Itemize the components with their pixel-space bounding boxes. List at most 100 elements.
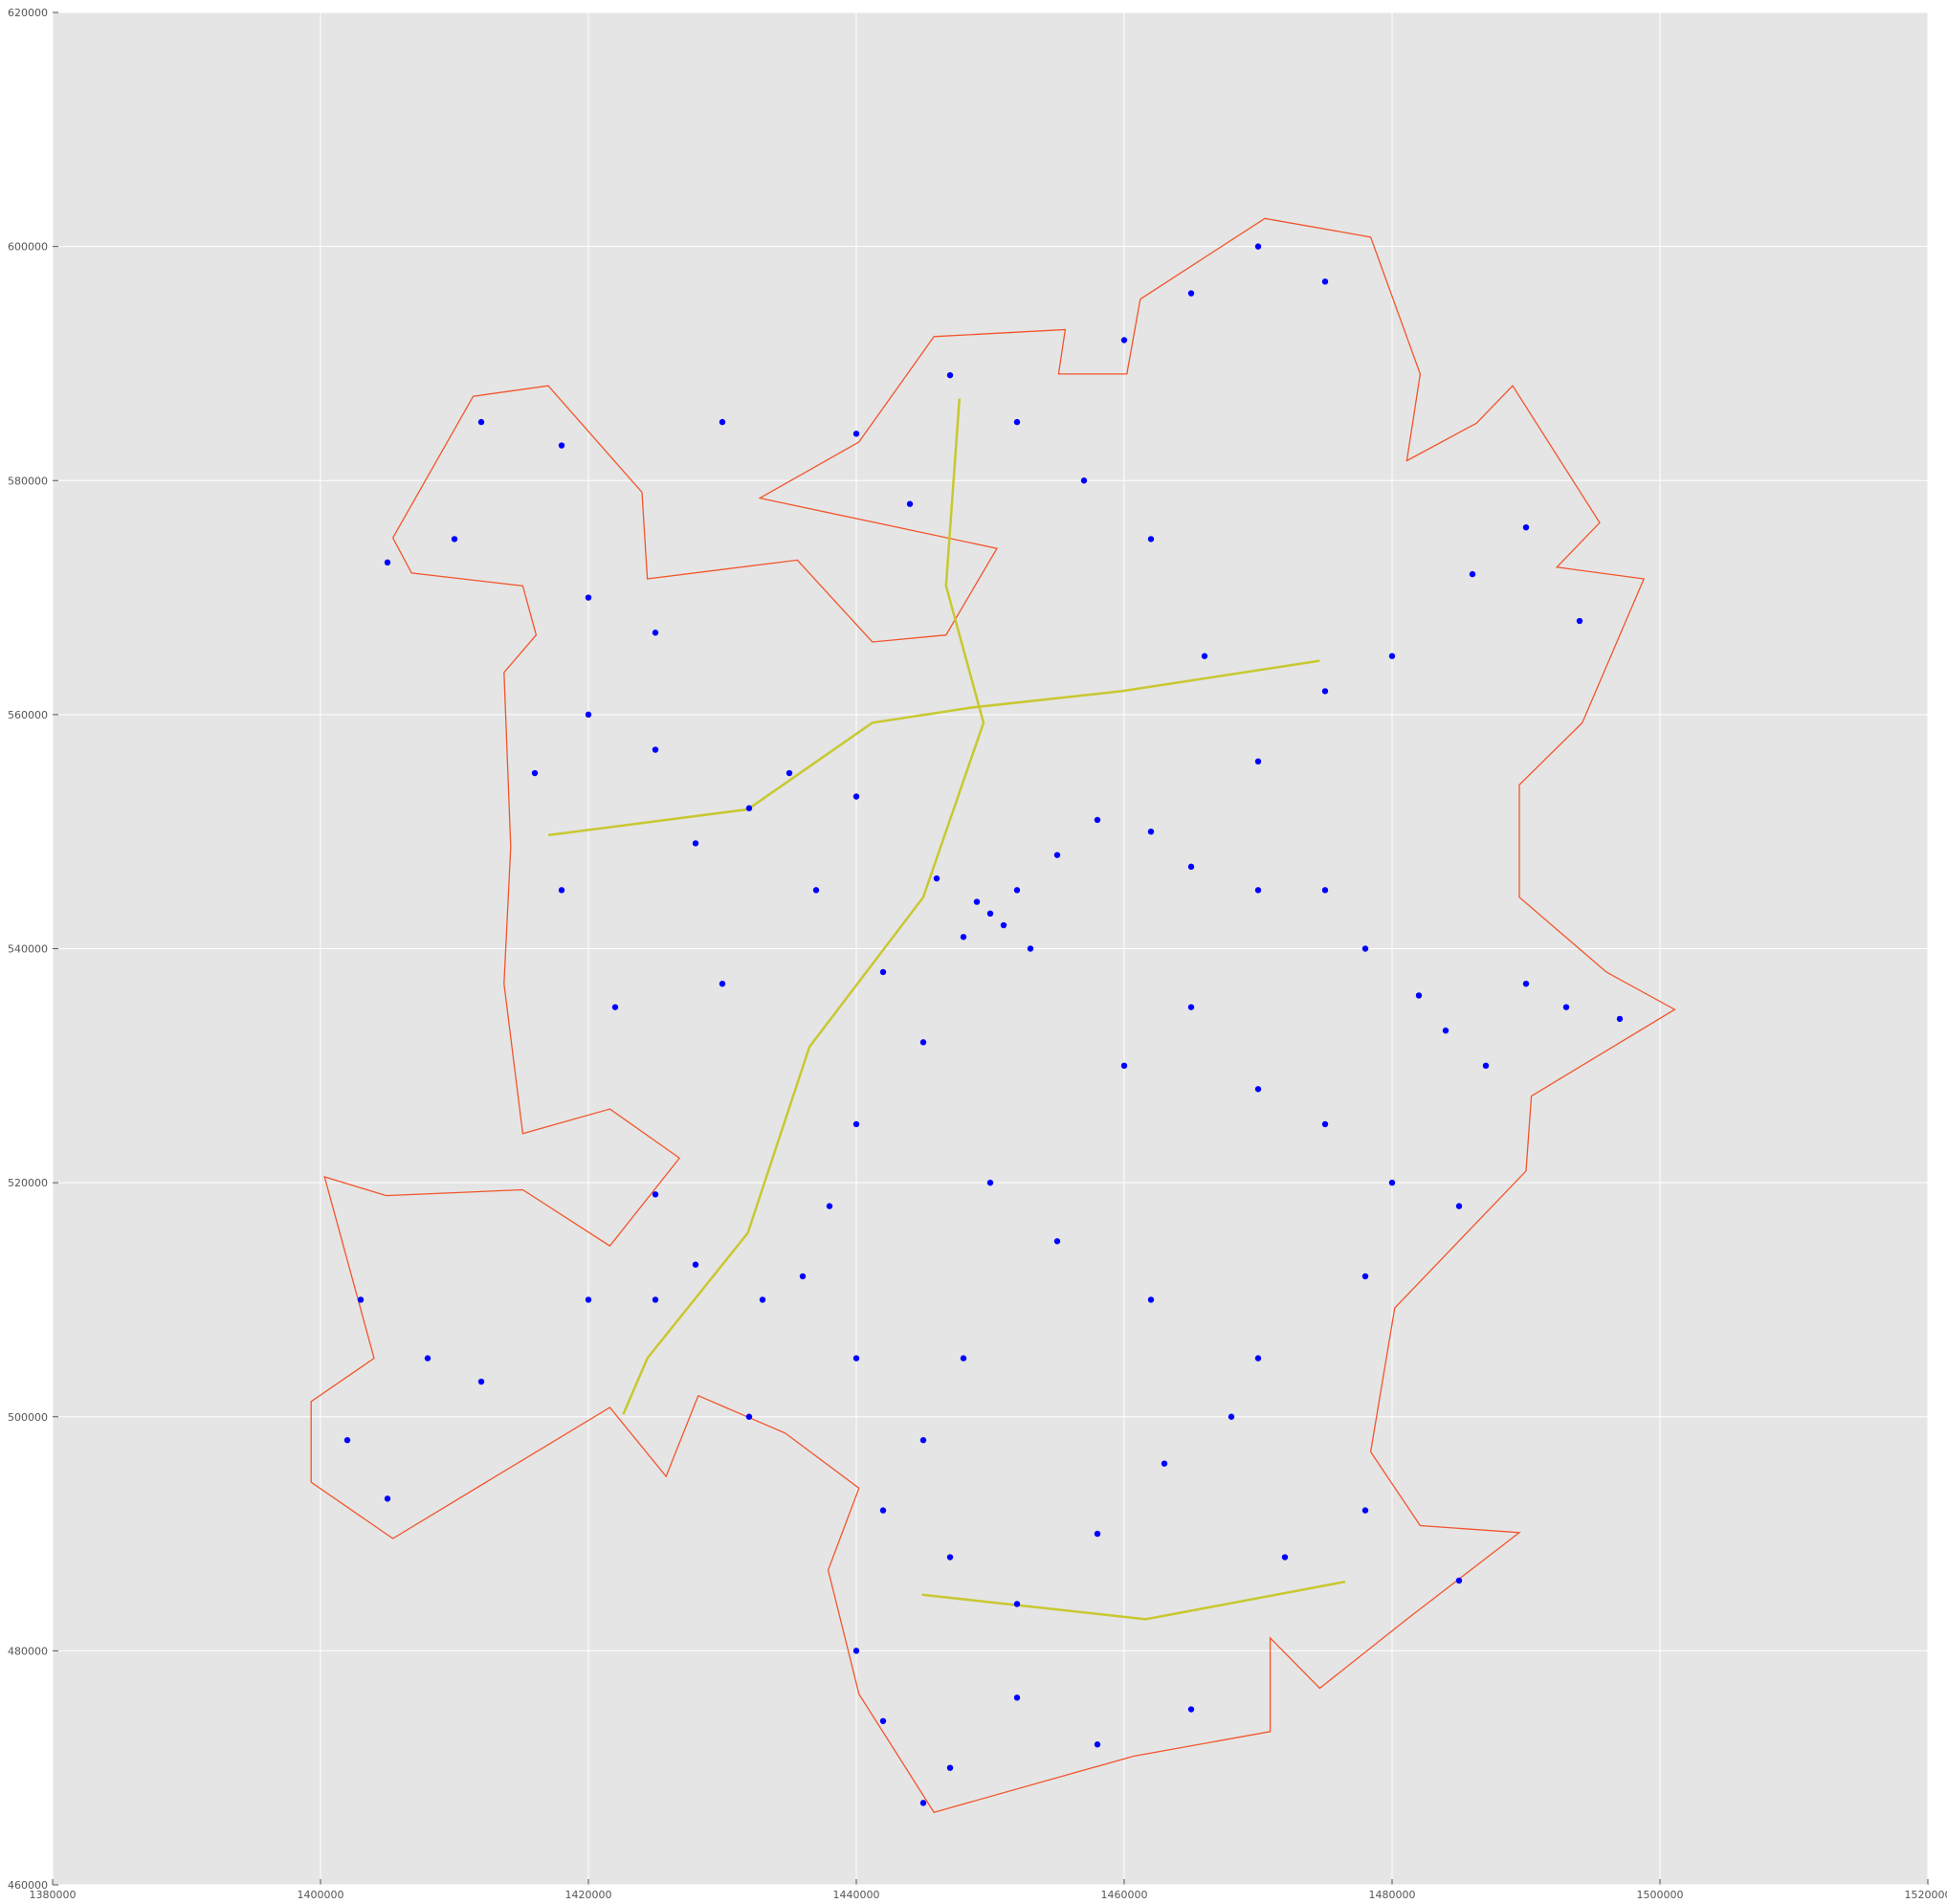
point xyxy=(759,1296,766,1303)
point xyxy=(1254,758,1262,764)
point xyxy=(1080,477,1088,484)
point xyxy=(879,1507,887,1514)
point xyxy=(1522,523,1530,531)
boundary-line xyxy=(310,217,1676,1813)
point xyxy=(1254,1086,1262,1093)
point xyxy=(852,1120,860,1128)
point xyxy=(1616,1015,1624,1023)
point xyxy=(652,746,659,753)
point xyxy=(1120,1062,1128,1070)
point xyxy=(1013,418,1021,426)
point xyxy=(1455,1203,1463,1209)
point xyxy=(477,1378,485,1385)
point xyxy=(719,418,726,426)
point xyxy=(1094,1530,1101,1538)
point xyxy=(719,980,726,987)
x-tick-label: 1380000 xyxy=(30,1889,77,1901)
point xyxy=(477,418,485,426)
point xyxy=(1147,536,1155,542)
point xyxy=(1361,1273,1369,1280)
point xyxy=(1361,1507,1369,1514)
point xyxy=(1053,852,1061,858)
x-tick-label: 1520000 xyxy=(1905,1889,1947,1901)
point xyxy=(1161,1460,1168,1467)
point xyxy=(1027,945,1034,952)
point xyxy=(812,887,820,894)
point xyxy=(826,1203,833,1209)
point xyxy=(1201,653,1208,659)
y-tick-label: 620000 xyxy=(8,7,48,19)
point xyxy=(960,934,967,941)
point xyxy=(1321,1120,1329,1128)
point xyxy=(946,371,954,379)
point xyxy=(1187,290,1195,297)
point xyxy=(1187,1706,1195,1713)
point xyxy=(585,1296,592,1303)
road-line xyxy=(921,1580,1346,1621)
point xyxy=(1576,617,1583,625)
point xyxy=(1147,1296,1155,1303)
point xyxy=(1281,1554,1289,1561)
y-tick-label: 520000 xyxy=(8,1177,48,1189)
point xyxy=(1094,816,1101,824)
point xyxy=(986,910,994,918)
y-tick-label: 580000 xyxy=(8,475,48,487)
point xyxy=(1254,243,1262,250)
point xyxy=(906,500,914,507)
road-line xyxy=(547,659,1320,837)
point xyxy=(692,1261,699,1268)
point xyxy=(1442,1027,1449,1034)
x-tick-label: 1460000 xyxy=(1101,1889,1148,1901)
point xyxy=(946,1764,954,1771)
x-tick-label: 1500000 xyxy=(1637,1889,1684,1901)
point xyxy=(692,840,699,847)
point xyxy=(652,630,659,636)
point xyxy=(879,968,887,976)
point xyxy=(1469,570,1476,578)
y-tick-label: 600000 xyxy=(8,241,48,254)
point xyxy=(745,1413,753,1420)
point xyxy=(799,1273,807,1280)
road-line xyxy=(622,398,985,1415)
point xyxy=(879,1717,887,1724)
point xyxy=(652,1191,659,1198)
point xyxy=(611,1004,619,1010)
y-tick-label: 540000 xyxy=(8,943,48,956)
point xyxy=(785,769,793,777)
x-tick-label: 1480000 xyxy=(1369,1889,1416,1901)
point xyxy=(1228,1413,1235,1420)
point xyxy=(424,1355,431,1362)
point xyxy=(585,594,592,601)
point xyxy=(1147,828,1155,835)
point xyxy=(919,1800,927,1806)
point xyxy=(745,805,753,811)
point xyxy=(946,1554,954,1561)
point xyxy=(852,431,860,437)
point xyxy=(1013,887,1021,894)
point xyxy=(558,887,565,894)
point xyxy=(919,1039,927,1046)
point xyxy=(1388,653,1396,659)
y-tick-label: 480000 xyxy=(8,1645,48,1657)
point xyxy=(1321,278,1329,285)
point xyxy=(1187,863,1195,871)
point xyxy=(1562,1004,1570,1010)
point xyxy=(852,1355,860,1362)
point xyxy=(558,442,565,449)
point xyxy=(1321,887,1329,894)
point xyxy=(652,1296,659,1303)
point xyxy=(384,1495,391,1502)
point xyxy=(384,559,391,566)
point xyxy=(1094,1741,1101,1748)
point xyxy=(1254,1355,1262,1362)
point xyxy=(852,793,860,800)
point xyxy=(357,1296,365,1303)
point xyxy=(343,1437,351,1444)
point xyxy=(531,769,539,777)
point xyxy=(1482,1062,1490,1070)
point xyxy=(1053,1238,1061,1245)
point xyxy=(960,1355,967,1362)
point xyxy=(1187,1004,1195,1010)
